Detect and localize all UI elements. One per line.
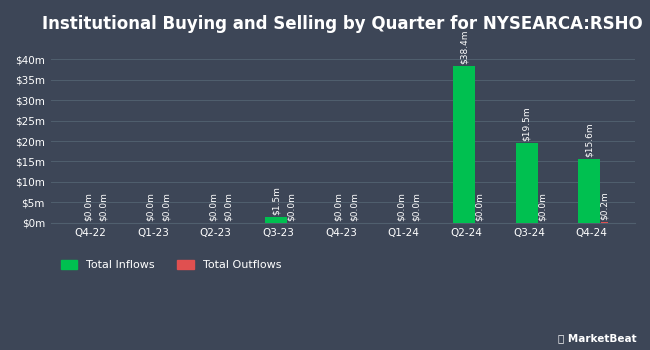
Text: $1.5m: $1.5m (272, 186, 281, 215)
Text: $0.0m: $0.0m (224, 192, 233, 221)
Bar (453, 66, 475, 223)
Text: $0.0m: $0.0m (397, 192, 406, 221)
Text: ⽍ MarketBeat: ⽍ MarketBeat (558, 333, 637, 343)
Text: $0.0m: $0.0m (350, 192, 359, 221)
Text: $38.4m: $38.4m (460, 30, 469, 64)
Text: $15.6m: $15.6m (585, 123, 594, 158)
Bar (578, 159, 601, 223)
Text: $19.5m: $19.5m (522, 107, 531, 141)
Text: $0.0m: $0.0m (475, 192, 484, 221)
Legend: Total Inflows, Total Outflows: Total Inflows, Total Outflows (56, 256, 285, 275)
Title: Institutional Buying and Selling by Quarter for NYSEARCA:RSHO: Institutional Buying and Selling by Quar… (42, 15, 643, 33)
Text: $0.0m: $0.0m (209, 192, 218, 221)
Text: $0.2m: $0.2m (600, 191, 609, 220)
Text: $0.0m: $0.0m (334, 192, 343, 221)
Text: $0.0m: $0.0m (99, 192, 108, 221)
Text: $0.0m: $0.0m (287, 192, 296, 221)
Text: $0.0m: $0.0m (84, 192, 92, 221)
Text: $0.0m: $0.0m (538, 192, 547, 221)
Text: $0.0m: $0.0m (162, 192, 170, 221)
Bar (515, 143, 538, 223)
Text: $0.0m: $0.0m (412, 192, 421, 221)
Bar (265, 217, 287, 223)
Bar (601, 222, 608, 223)
Text: $0.0m: $0.0m (146, 192, 155, 221)
